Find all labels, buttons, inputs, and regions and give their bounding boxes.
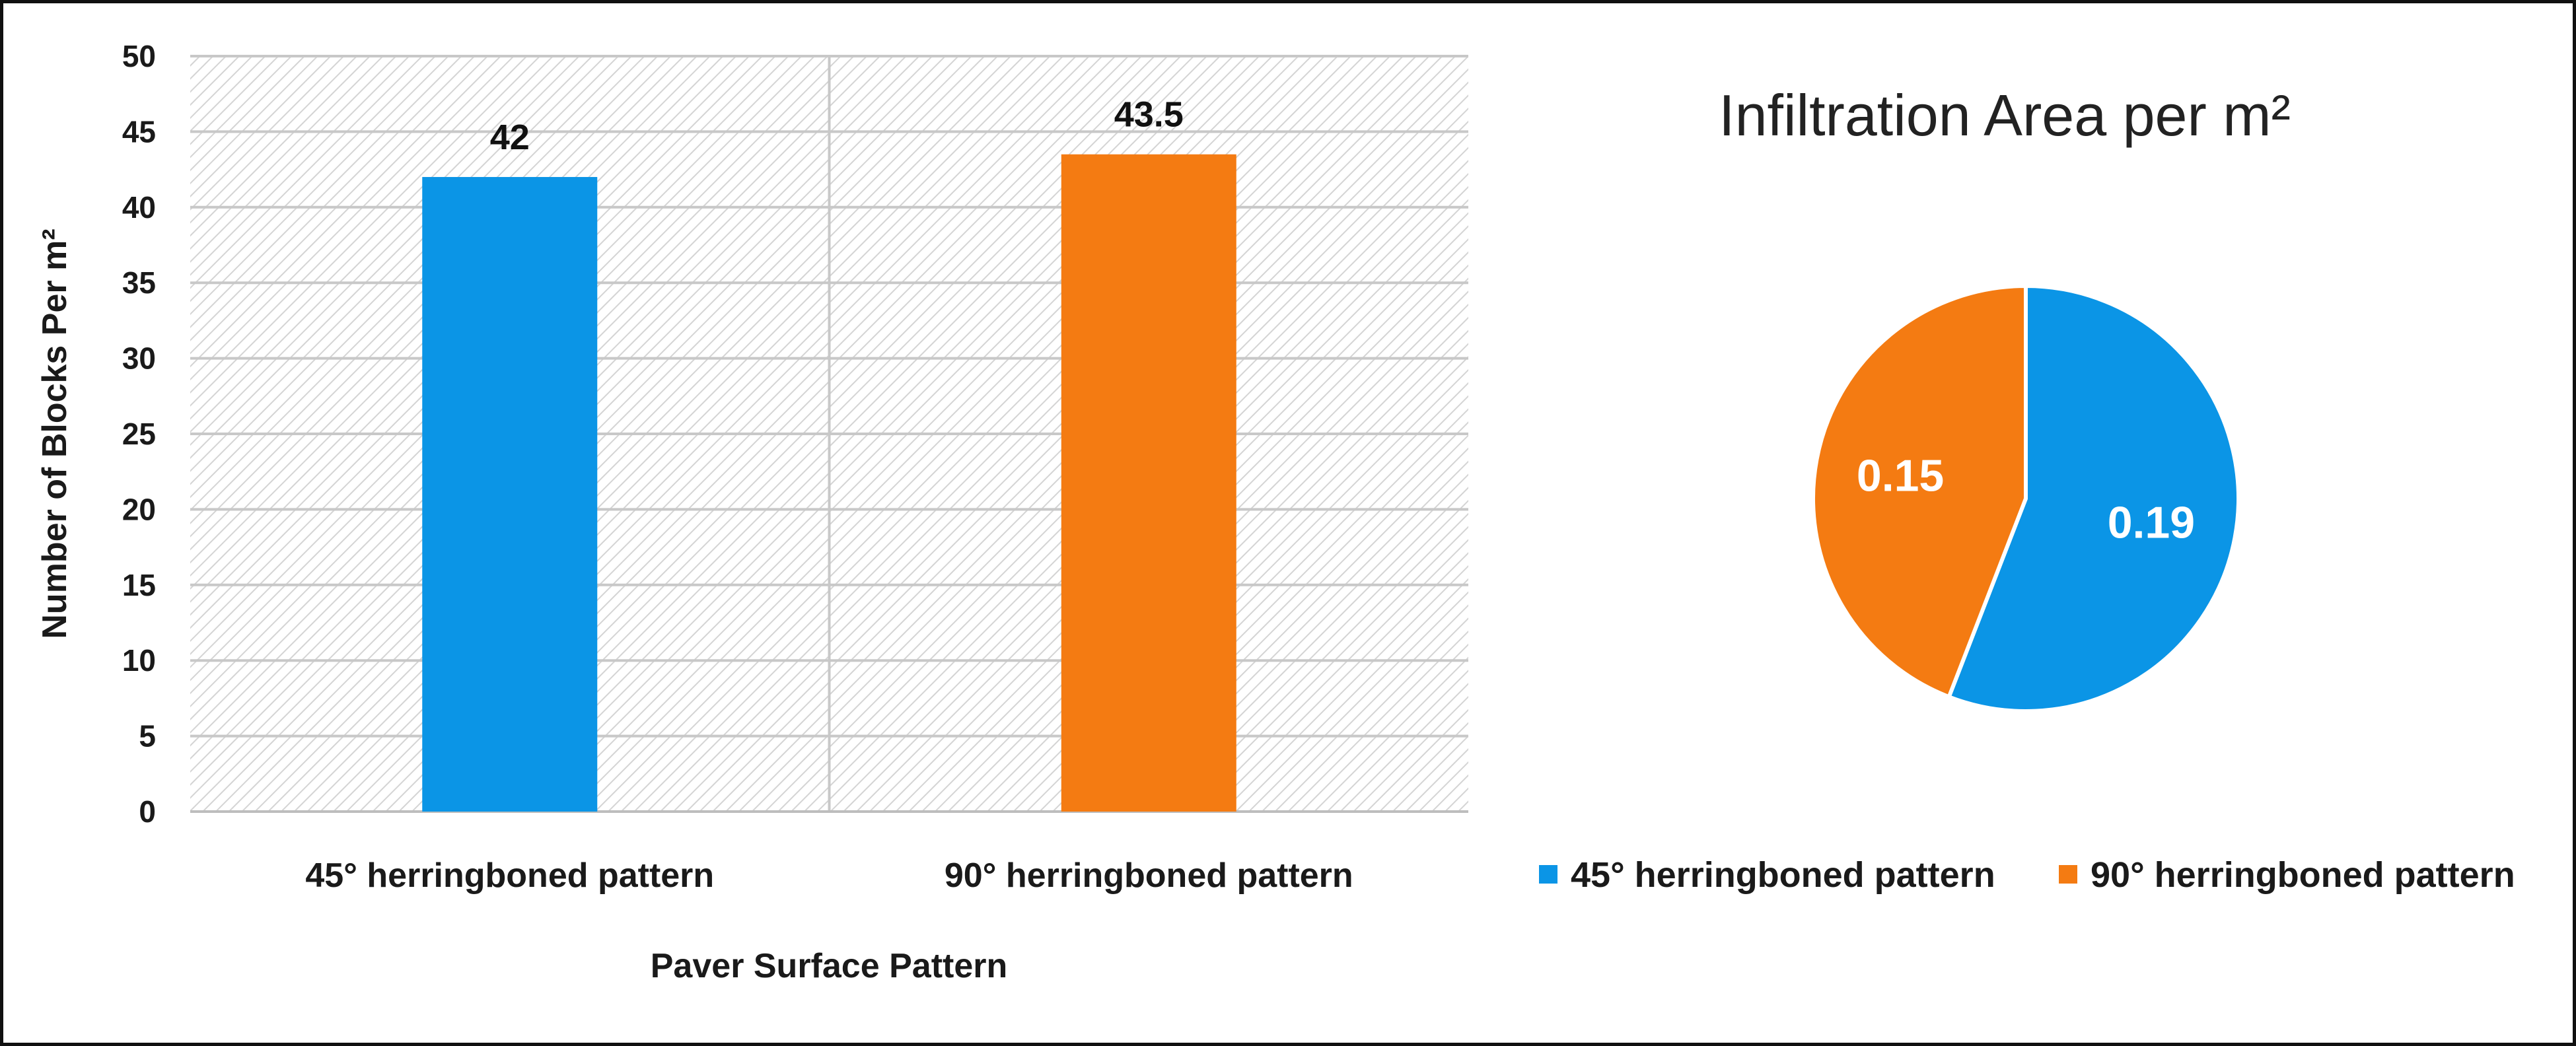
y-tick-label: 20 [122,492,156,526]
gridlines [190,55,1468,813]
bar [1061,154,1236,812]
legend-swatch [1539,865,1557,884]
legend-swatch [2059,865,2077,884]
y-tick-label: 0 [139,794,156,829]
bar-chart: 0 5 10 15 20 25 30 35 40 45 50 42 43.5 45° herringb… [36,39,1468,985]
legend-label: 90° herringboned pattern [2091,855,2515,895]
y-tick-label: 50 [122,39,156,73]
x-axis-category-labels: 45° herringboned pattern 90° herringboned… [305,856,1353,895]
pie-data-labels: 0.19 0.15 [1857,450,2195,547]
x-tick-label: 90° herringboned pattern [945,856,1353,895]
figure-canvas: 0 5 10 15 20 25 30 35 40 45 50 42 43.5 45° herringb… [36,39,2515,985]
legend-label: 45° herringboned pattern [1571,855,1995,895]
y-tick-label: 30 [122,341,156,376]
y-tick-label: 35 [122,265,156,300]
y-tick-label: 5 [139,719,156,753]
y-tick-label: 15 [122,568,156,602]
bars [422,154,1236,812]
pie-title: Infiltration Area per m² [1719,83,2291,148]
y-tick-label: 25 [122,417,156,451]
bar-data-label: 42 [490,118,530,157]
y-tick-label: 45 [122,114,156,149]
bar [422,177,598,812]
pie-data-label: 0.19 [2108,498,2195,548]
x-axis-title: Paver Surface Pattern [651,947,1008,985]
pie-slices [1810,283,2240,713]
bar-data-labels: 42 43.5 [490,95,1184,157]
y-tick-label: 10 [122,643,156,678]
pie-chart: Infiltration Area per m² 0.19 0.15 45° he… [1539,83,2515,895]
pie-legend: 45° herringboned pattern 90° herringboned… [1539,855,2515,895]
y-axis-ticks: 0 5 10 15 20 25 30 35 40 45 50 [122,39,156,829]
bar-data-label: 43.5 [1114,95,1184,135]
pie-data-label: 0.15 [1857,450,1944,501]
y-tick-label: 40 [122,190,156,225]
pie-slice [1946,283,2240,713]
y-axis-title: Number of Blocks Per m² [36,228,74,639]
pie-slice [1810,283,2028,700]
x-tick-label: 45° herringboned pattern [305,856,714,895]
